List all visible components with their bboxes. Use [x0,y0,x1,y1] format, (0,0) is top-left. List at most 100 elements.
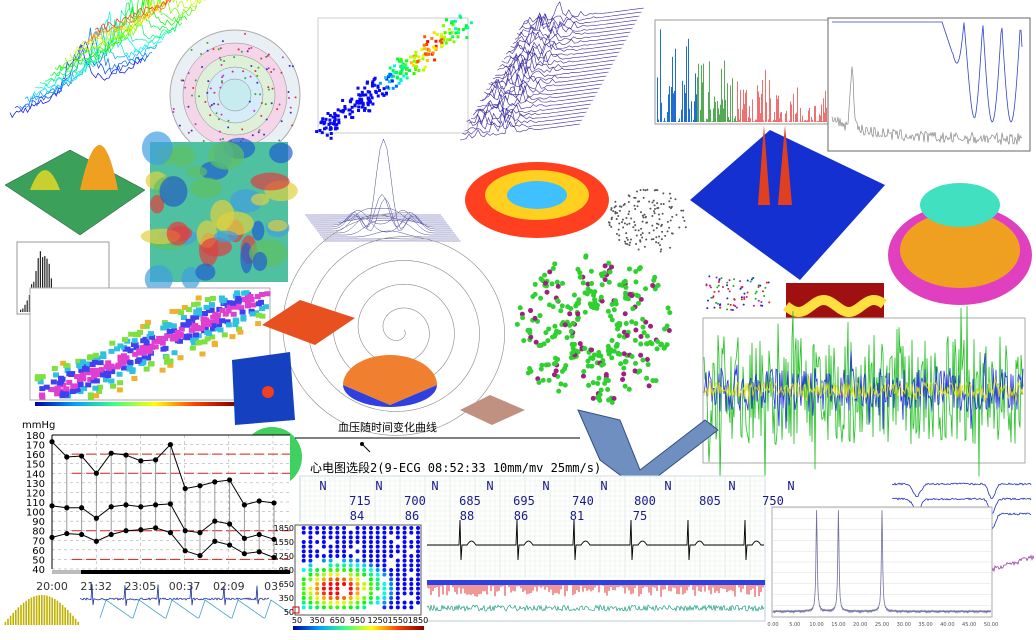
bar [77,621,79,625]
scatter-point [308,600,313,605]
polar-point [288,64,291,67]
heatmap-cell [241,296,248,302]
scatter-x-tick: 950 [350,616,365,625]
polar-point [187,105,190,108]
scatter-point [348,596,353,600]
scatter-cell [331,115,335,119]
cluster-point [718,278,721,281]
bp-y-tick: 100 [26,508,45,519]
bp-point [256,531,262,538]
sphere-point [633,196,636,199]
polar-point [291,124,294,127]
bp-point [212,538,218,544]
flower-point [545,338,551,344]
scatter-cell [376,94,380,98]
heatmap-cell [139,345,146,351]
heatmap-cell [185,307,192,313]
sphere-point [660,248,663,251]
flower-point [575,316,581,322]
polar-point [256,81,259,84]
flower-point [611,307,617,313]
sphere-point [641,236,644,239]
scatter-point [355,596,360,600]
bp-point [241,535,247,541]
polar-point [244,32,247,35]
scatter-point [315,530,320,535]
sphere-point [614,205,617,208]
waterfall-line [462,119,583,135]
scatter-cell [332,121,336,125]
flower-point [632,337,638,343]
scatter-point [321,530,326,535]
scatter-point [321,572,326,577]
waterfall-line [510,31,631,48]
scatter-point [416,540,420,544]
heatmap-cell [255,301,262,307]
sphere-point [639,240,642,243]
flower-point [540,377,546,383]
scatter-point [362,526,367,530]
histogram-bar [712,121,713,122]
heatmap-cell [209,326,216,332]
polar-point [187,131,190,134]
flower-point [599,298,605,304]
scatter-point [348,591,353,596]
waterfall-line [490,62,611,84]
scatter-cell [368,109,372,113]
heatmap-cell [75,358,82,364]
flower-point [624,333,630,339]
bp-y-tick: 140 [26,469,45,480]
histogram-bar [740,89,741,122]
scatter-point [315,549,320,554]
sphere-point [653,210,656,213]
sphere-point [678,226,681,229]
polar-point [200,53,203,56]
flower-point [645,362,651,368]
cluster-point [710,296,713,299]
sphere-point [649,207,652,210]
heatmap-cell [60,360,67,366]
cluster-point [733,278,736,281]
flower-point [613,298,619,304]
scatter-cell [396,57,400,61]
scatter-point [362,544,367,549]
heatmap-cell [204,336,211,342]
scatter-point [375,600,380,605]
scatter-cell [439,35,443,39]
scatter-point [375,540,380,544]
heatmap-cell [162,335,169,341]
scatter-point [416,563,420,568]
scatter-point [375,596,380,600]
flower-point [538,366,544,372]
histogram-bar [684,84,685,122]
scatter-point [308,540,313,544]
heatmap-cell [199,351,206,357]
polar-point [206,41,209,44]
sphere-point [640,227,643,230]
polar-point [257,66,260,69]
heatmap-cell [146,348,153,354]
polar-point [222,74,225,77]
scatter-point [402,586,407,591]
scatter-cell [350,105,354,109]
scatter-point [409,530,414,535]
polar-point [278,103,281,106]
scatter-point [409,544,414,549]
polar-point [244,77,247,80]
scatter-point [395,544,400,549]
scatter-cell [366,103,370,107]
scatter-cell [422,43,426,47]
flower-point [637,368,643,374]
scatter-point [382,526,387,530]
heatmap-cell [51,365,58,371]
histogram-bar [774,111,775,122]
histogram-bar [761,94,762,122]
histogram-bar [795,114,796,122]
heatmap-cell [195,340,202,346]
flower-point [521,338,527,344]
histogram-bar [818,120,819,122]
scatter-point [355,572,360,577]
scatter-point [375,563,380,568]
scatter-cell [337,121,341,125]
sphere-point [618,234,621,237]
